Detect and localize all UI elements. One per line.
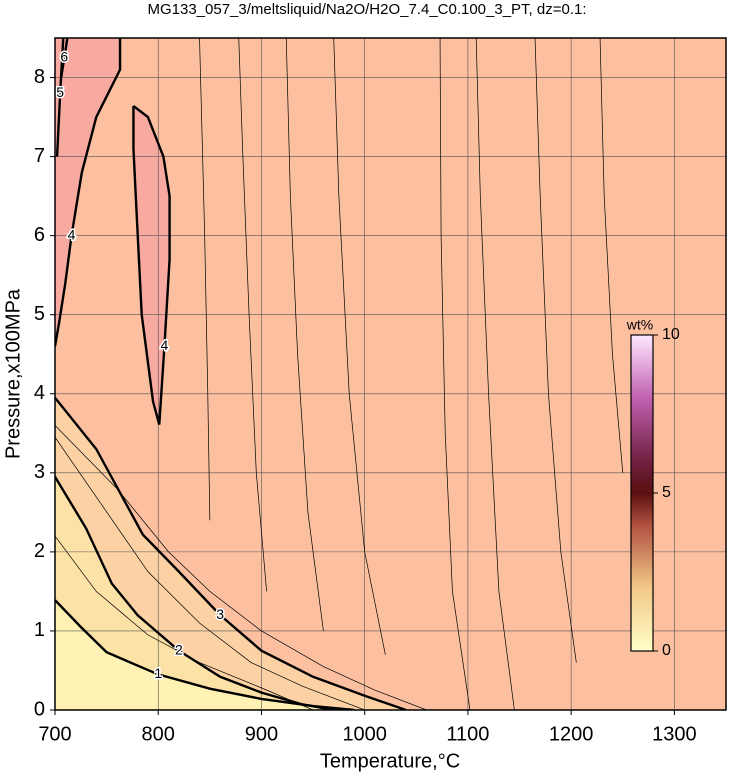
y-tick-label: 6 (34, 224, 45, 246)
contour-label: 6 (60, 48, 68, 64)
contour-line (238, 38, 267, 592)
chart-title: MG133_057_3/meltsliquid/Na2O/H2O_7.4_C0.… (147, 1, 586, 18)
plot-area: 4 4 3 21 5 6 (55, 38, 726, 710)
contour-label: 2 (175, 641, 183, 657)
contour-line (55, 599, 355, 710)
colorbar (630, 334, 654, 652)
x-tick-label: 1200 (549, 723, 594, 745)
y-tick-label: 0 (34, 698, 45, 720)
contour-label: 5 (56, 84, 64, 100)
contour-label: 1 (154, 665, 162, 681)
contour-label: 4 (161, 337, 169, 353)
y-axis-label: Pressure,x100MPa (2, 288, 24, 459)
y-tick-label: 2 (34, 540, 45, 562)
contour-line (333, 38, 386, 655)
contour-line (132, 105, 171, 425)
x-tick-label: 700 (38, 723, 71, 745)
contour-fill (55, 38, 121, 347)
x-axis-label: Temperature,°C (320, 750, 460, 772)
x-tick-label: 1100 (446, 723, 489, 745)
x-tick-label: 1300 (652, 723, 697, 745)
x-tick-label: 900 (245, 723, 278, 745)
x-tick-label: 800 (142, 723, 175, 745)
y-tick-label: 5 (34, 303, 45, 325)
plot-frame (54, 37, 727, 711)
contour-line (55, 396, 407, 710)
contour-line (55, 476, 334, 710)
contour-line (55, 38, 65, 157)
contour-line (60, 38, 69, 78)
contour-line (534, 38, 577, 663)
y-tick-label: 1 (34, 619, 45, 641)
contour-line (199, 38, 211, 521)
y-tick-label: 4 (34, 382, 45, 404)
contour-fill (133, 105, 170, 425)
contour-line (439, 38, 471, 710)
y-tick-label: 7 (34, 145, 45, 167)
colorbar-tick-label: 5 (662, 484, 671, 501)
contour-line (285, 38, 324, 631)
contour-line (55, 38, 122, 347)
contour-fill (55, 476, 334, 710)
colorbar-tick-label: 0 (662, 642, 671, 659)
contour-line (599, 38, 624, 473)
contour-line (55, 437, 365, 710)
contour-fill (55, 600, 355, 710)
contour-line (55, 425, 427, 710)
y-tick-label: 3 (34, 461, 45, 483)
colorbar-label: wt% (626, 317, 653, 333)
y-tick-label: 8 (34, 66, 45, 88)
colorbar-tick-label: 10 (662, 326, 680, 343)
contour-label: 4 (68, 226, 76, 242)
contour-line (55, 535, 314, 710)
contour-line (475, 38, 515, 710)
x-tick-label: 1000 (342, 723, 387, 745)
contour-label: 3 (216, 606, 224, 622)
axes: 700 800 900 1000 1100 1200 1300012345678wt%051… (34, 37, 727, 745)
